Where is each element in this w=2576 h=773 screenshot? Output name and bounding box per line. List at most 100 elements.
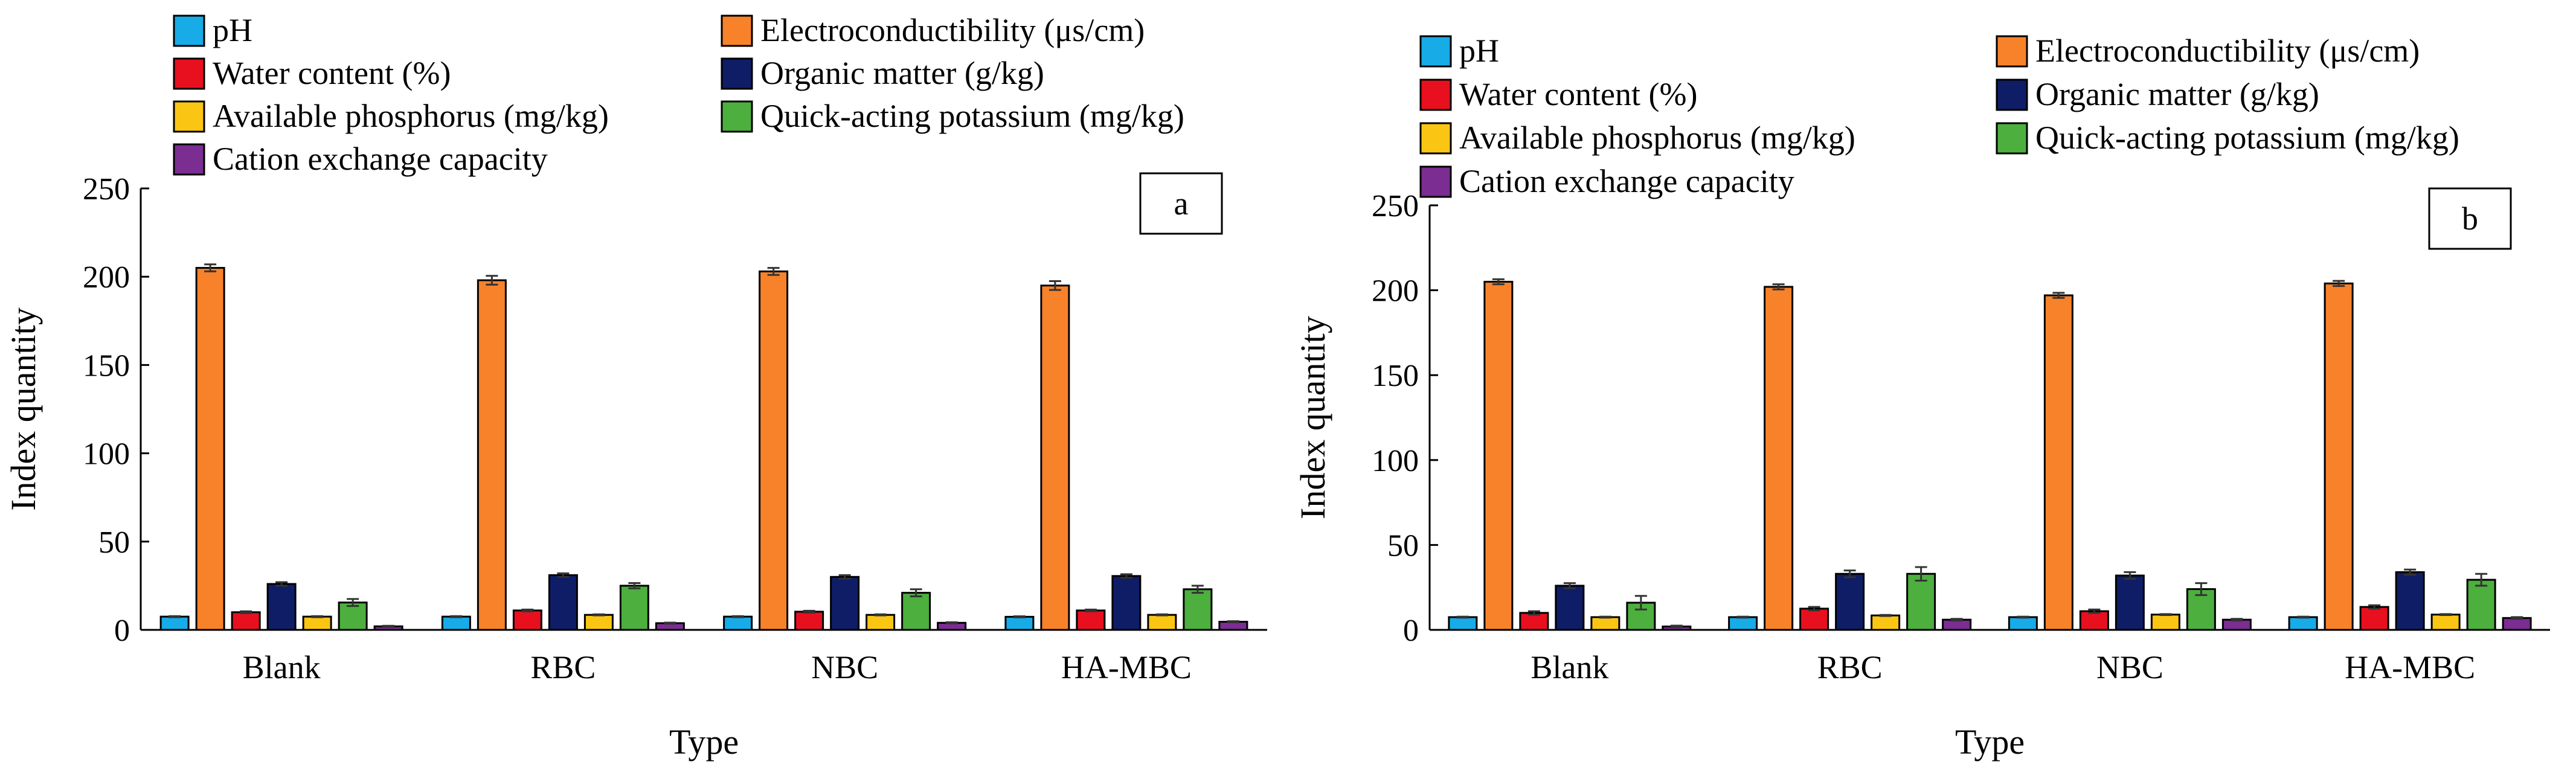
- bar: [512, 609, 542, 631]
- y-tick-label: 200: [1372, 274, 1419, 309]
- legend-label: Available phosphorus (mg/kg): [1459, 120, 1855, 156]
- bar: [2008, 616, 2038, 631]
- y-tick-label: 250: [83, 172, 130, 207]
- x-axis-title: Type: [1955, 722, 2025, 762]
- y-tick-label: 200: [83, 260, 130, 295]
- y-tick-label: 50: [98, 525, 130, 560]
- bar: [583, 614, 614, 631]
- bar: [759, 270, 789, 631]
- x-tick-label: Blank: [243, 649, 321, 685]
- legend-label: Water content (%): [1459, 76, 1697, 112]
- legend-swatch: [1996, 35, 2028, 68]
- legend-swatch: [173, 143, 205, 176]
- bar: [548, 574, 578, 631]
- bar: [1183, 588, 1213, 631]
- legend-swatch: [173, 100, 205, 133]
- legend-swatch: [721, 100, 753, 133]
- bar: [266, 583, 297, 631]
- x-tick-label: HA-MBC: [2345, 649, 2475, 685]
- x-tick-label: NBC: [811, 649, 878, 685]
- panel-label: b: [2462, 200, 2478, 237]
- x-tick-label: RBC: [530, 649, 596, 685]
- legend-swatch: [1996, 122, 2028, 155]
- bar: [723, 615, 753, 631]
- bar: [441, 615, 471, 631]
- bar: [231, 611, 261, 631]
- legend-label: Organic matter (g/kg): [760, 55, 1044, 91]
- y-tick-label: 0: [1403, 614, 1419, 648]
- legend-swatch: [721, 14, 753, 47]
- panel-label: a: [1174, 185, 1189, 222]
- bar: [2288, 616, 2318, 631]
- legend-label: Cation exchange capacity: [213, 141, 548, 177]
- bar: [2466, 579, 2496, 631]
- bar: [1004, 615, 1035, 631]
- bar: [1040, 284, 1070, 631]
- x-axis-title: Type: [669, 722, 739, 762]
- bar: [2395, 571, 2425, 631]
- bar: [2324, 282, 2354, 631]
- legend-label: Organic matter (g/kg): [2035, 76, 2319, 112]
- bar: [1111, 575, 1142, 631]
- x-tick-label: HA-MBC: [1061, 649, 1192, 685]
- bar: [2502, 617, 2532, 631]
- legend-label: Electroconductibility (μs/cm): [2035, 33, 2420, 69]
- y-tick-label: 150: [1372, 359, 1419, 393]
- legend-swatch: [721, 57, 753, 90]
- bar: [2150, 614, 2180, 631]
- x-tick-label: RBC: [1817, 649, 1883, 685]
- y-axis-title: Index quantity: [1293, 316, 1332, 519]
- bar: [1835, 573, 1865, 631]
- bar: [1906, 573, 1936, 631]
- legend-swatch: [1419, 79, 1452, 111]
- y-tick-label: 100: [83, 437, 130, 472]
- panel-label-box: [2428, 187, 2512, 250]
- legend-swatch: [1419, 122, 1452, 155]
- bar: [1764, 286, 1794, 631]
- y-tick-label: 50: [1387, 528, 1419, 563]
- panel-label-box: [1139, 172, 1223, 235]
- bar: [619, 585, 649, 631]
- bar: [1555, 585, 1585, 631]
- y-axis-title: Index quantity: [4, 307, 43, 511]
- legend-swatch: [1996, 79, 2028, 111]
- bar: [1590, 616, 1620, 631]
- legend-swatch: [1419, 165, 1452, 198]
- chart-panel-b: [1419, 35, 2550, 631]
- bar: [1799, 608, 1829, 631]
- legend-label: Quick-acting potassium (mg/kg): [2035, 120, 2459, 156]
- bar: [830, 576, 860, 631]
- bar: [302, 615, 332, 631]
- y-tick-label: 150: [83, 348, 130, 383]
- legend-label: Water content (%): [213, 55, 451, 91]
- bar: [901, 592, 931, 631]
- bar: [2115, 574, 2145, 631]
- bar: [2043, 294, 2073, 631]
- bar: [477, 279, 507, 631]
- y-tick-label: 0: [114, 614, 130, 648]
- bar: [2430, 614, 2461, 631]
- legend-label: pH: [1459, 33, 1499, 69]
- bar: [866, 614, 896, 631]
- bar: [195, 267, 225, 631]
- bar: [1076, 609, 1106, 631]
- legend-label: pH: [213, 12, 252, 48]
- bar: [1147, 614, 1177, 631]
- legend-label: Electroconductibility (μs/cm): [760, 12, 1145, 48]
- bar: [2079, 610, 2109, 631]
- x-tick-label: Blank: [1531, 649, 1608, 685]
- y-tick-label: 100: [1372, 444, 1419, 478]
- bar: [159, 615, 190, 631]
- y-tick-label: 250: [1372, 189, 1419, 223]
- bar: [1483, 281, 1514, 631]
- legend-label: Quick-acting potassium (mg/kg): [760, 98, 1184, 134]
- bar: [1448, 616, 1478, 631]
- legend-label: Available phosphorus (mg/kg): [213, 98, 609, 134]
- chart-panel-a: [140, 14, 1267, 631]
- bar: [1871, 614, 1901, 631]
- bar: [1728, 616, 1758, 631]
- legend-swatch: [1419, 35, 1452, 68]
- legend-label: Cation exchange capacity: [1459, 163, 1794, 199]
- bar: [2359, 606, 2389, 631]
